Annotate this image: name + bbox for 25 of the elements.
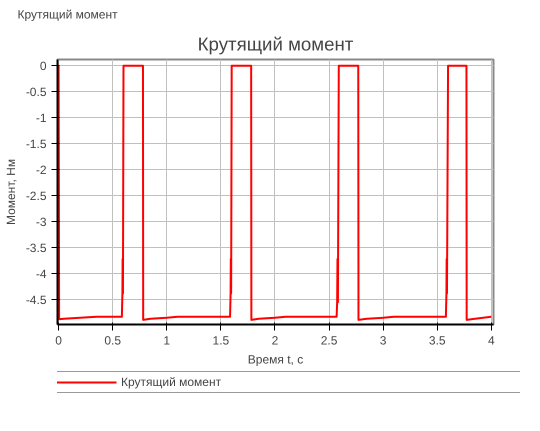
x-tick-label: 0	[55, 334, 62, 348]
y-tick-label: -2	[36, 163, 47, 178]
y-tick-label: -1.5	[26, 137, 47, 152]
text: Крутящий момент	[18, 8, 118, 22]
y-tick-label: -2.5	[26, 189, 47, 204]
y-tick-label: -3.5	[26, 241, 47, 256]
x-tick-label: 2.5	[320, 334, 338, 348]
y-tick-label: -0.5	[26, 85, 47, 100]
y-axis-title: Момент, Нм	[4, 158, 18, 226]
y-tick-label: -3	[36, 215, 47, 230]
y-tick-label: 0	[40, 59, 47, 74]
x-axis-title: Время t, с	[248, 352, 304, 366]
chart-title: Крутящий момент	[198, 34, 354, 54]
x-tick-label: 2	[272, 334, 279, 348]
y-tick-label: -4.5	[26, 293, 47, 308]
y-tick-label: -4	[36, 267, 47, 282]
x-tick-label: 0.5	[104, 334, 122, 348]
x-tick-label: 1	[163, 334, 170, 348]
x-tick-label: 3.5	[428, 334, 446, 348]
legend-label: Крутящий момент	[121, 375, 222, 389]
x-tick-label: 3	[380, 334, 387, 348]
x-tick-label: 1.5	[212, 334, 230, 348]
y-tick-label: -1	[36, 111, 47, 126]
x-tick-label: 4	[488, 334, 495, 348]
line-series	[58, 64, 492, 321]
